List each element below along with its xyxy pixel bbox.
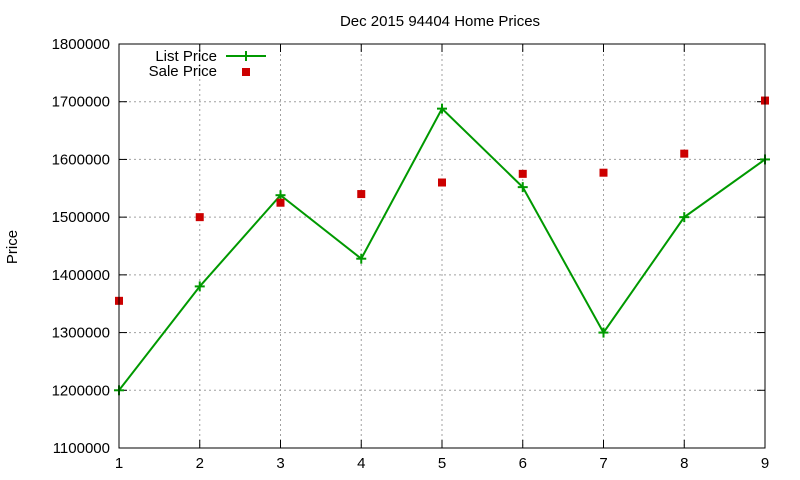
data-point-sale-price [438,178,446,187]
legend-marker-list-price [241,51,251,61]
legend-marker-sale-price [242,68,250,76]
data-point-sale-price [195,213,204,222]
data-point-sale-price [599,168,608,177]
data-point-sale-price [680,149,689,158]
y-tick-label: 1700000 [52,94,110,111]
data-point-list-price [356,253,367,264]
x-tick-label: 9 [761,455,769,472]
x-tick-label: 8 [680,455,688,472]
y-axis-label: Price [4,230,21,264]
chart-title: Dec 2015 94404 Home Prices [340,13,540,30]
data-point-list-price [517,182,528,193]
y-tick-label: 1600000 [52,151,110,168]
data-point-sale-price [357,190,366,199]
data-point-list-price [598,327,609,338]
x-tick-label: 1 [115,455,123,472]
x-tick-label: 3 [276,455,284,472]
data-point-list-price [275,190,286,201]
legend-label-list-price: List Price [155,48,217,65]
x-axis-ticks: 1 2 3 4 5 6 7 8 9 [115,44,769,472]
legend-label-sale-price: Sale Price [149,63,217,80]
legend: List Price Sale Price [149,48,266,80]
data-point-list-price [194,281,205,292]
data-point-list-price [437,103,447,114]
x-tick-label: 4 [357,455,365,472]
plot-frame [118,43,766,449]
data-point-list-price [679,212,690,223]
y-tick-label: 1800000 [52,36,110,53]
data-point-sale-price [518,169,527,178]
data-point-sale-price [276,198,285,207]
x-tick-label: 2 [196,455,204,472]
y-axis-ticks: 1100000 1200000 1300000 1400000 1500000 16000… [52,36,765,457]
grid-lines [119,44,765,448]
y-tick-label: 1200000 [52,382,110,399]
y-tick-label: 1300000 [52,325,110,342]
y-tick-label: 1500000 [52,209,110,226]
y-tick-label: 1100000 [53,440,110,457]
x-tick-label: 5 [438,455,446,472]
y-tick-label: 1400000 [52,267,110,284]
x-tick-label: 6 [519,455,527,472]
x-tick-label: 7 [599,455,607,472]
